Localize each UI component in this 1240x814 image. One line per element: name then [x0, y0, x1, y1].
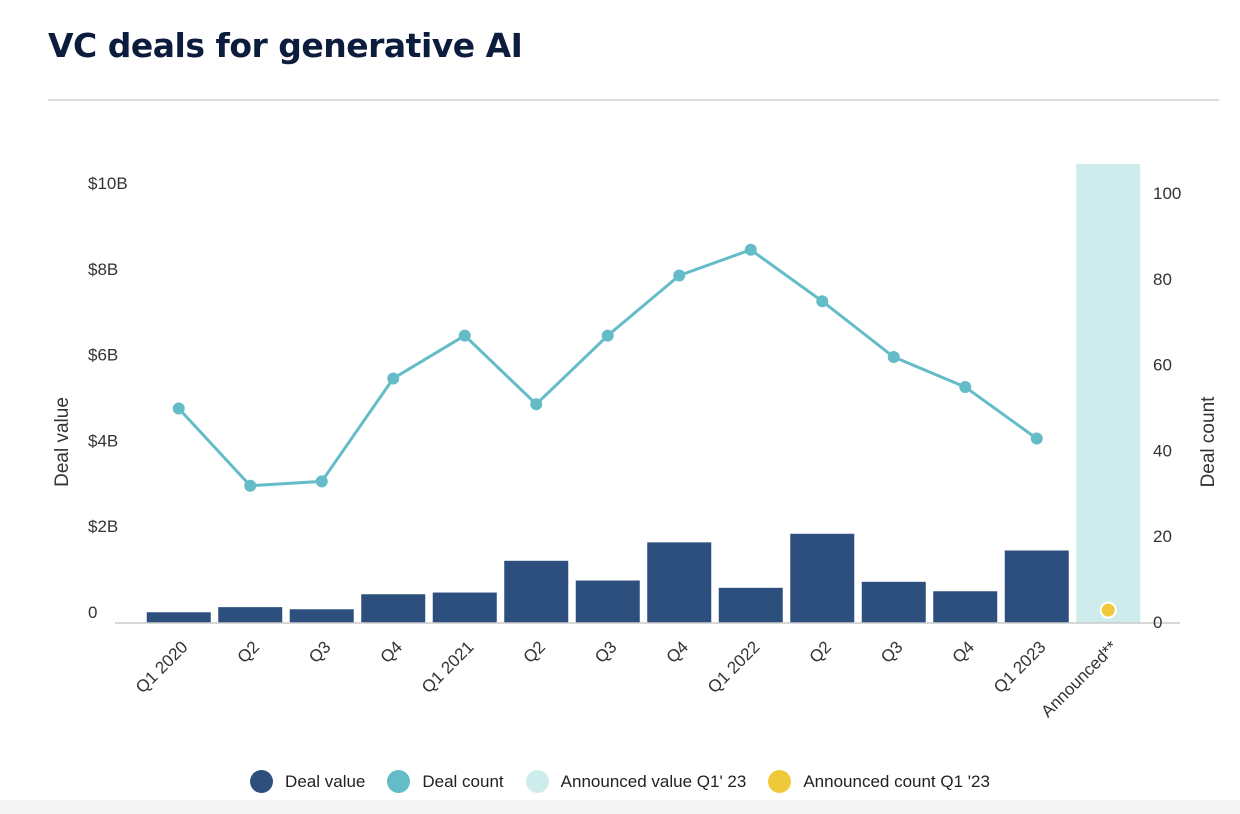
x-tick-label: Q2: [234, 637, 263, 666]
chart-title: VC deals for generative AI: [48, 26, 523, 65]
deal-value-bar: [432, 592, 497, 623]
deal-count-point: [315, 475, 328, 488]
deal-value-bar: [647, 542, 712, 623]
x-tick-label: Q3: [877, 637, 906, 666]
announced-value-bar: [1076, 163, 1141, 623]
x-tick-label: Announced**: [1037, 637, 1121, 721]
legend-item-deal-value[interactable]: Deal value: [250, 770, 365, 793]
deal-count-line: [177, 248, 1038, 488]
deal-value-bar: [361, 594, 426, 623]
x-tick-label: Q1 2020: [132, 637, 192, 697]
y-tick-label: $8B: [88, 260, 118, 279]
y-tick-label: 0: [88, 603, 97, 622]
x-tick-label: Q2: [806, 637, 835, 666]
y2-tick-label: 100: [1153, 184, 1181, 203]
announced-count-point: [1099, 601, 1117, 619]
legend-label-deal-count: Deal count: [422, 771, 504, 791]
deal-value-bar: [1004, 550, 1069, 623]
x-tick-label: Q1 2023: [990, 637, 1050, 697]
legend: Deal value Deal count Announced value Q1…: [0, 770, 1240, 793]
y-tick-label: $10B: [88, 174, 128, 193]
legend-label-deal-value: Deal value: [285, 771, 366, 791]
y2-axis-title: Deal count: [1198, 396, 1219, 488]
legend-swatch-announced-count: [768, 770, 792, 793]
deal-count-point: [601, 329, 614, 342]
y2-tick-label: 60: [1153, 356, 1172, 375]
y-tick-label: $4B: [88, 431, 118, 450]
x-tick-label: Q4: [949, 637, 978, 666]
deal-count-point: [244, 479, 257, 492]
title-divider: [48, 99, 1219, 101]
deal-count-point: [387, 372, 400, 385]
x-tick-label: Q4: [377, 637, 406, 666]
legend-swatch-deal-value: [250, 770, 274, 793]
deal-value-bar: [218, 607, 283, 623]
x-tick-label: Q1 2022: [704, 637, 764, 697]
deal-count-point: [172, 402, 185, 415]
x-tick-label: Q2: [520, 637, 549, 666]
deal-count-point: [816, 295, 829, 308]
deal-count-point: [530, 398, 543, 411]
deal-count-point: [458, 329, 471, 342]
legend-item-deal-count[interactable]: Deal count: [387, 770, 504, 793]
deal-value-bar: [933, 591, 998, 623]
legend-item-announced-value[interactable]: Announced value Q1' 23: [525, 770, 747, 793]
deal-count-point: [959, 381, 972, 394]
legend-label-announced-count: Announced count Q1 '23: [803, 771, 990, 791]
deal-count-point: [1030, 432, 1043, 445]
legend-swatch-announced-value: [525, 770, 549, 793]
deal-value-bar: [504, 560, 569, 623]
y-axis-title: Deal value: [52, 397, 73, 487]
deal-value-bar: [146, 612, 211, 623]
deal-value-bar: [718, 587, 783, 623]
deal-value-bar: [289, 609, 354, 623]
chart: 0 $2B $4B $6B $8B $10B 0 20 40 60 80 100 Deal value D…: [52, 163, 1219, 721]
y2-tick-label: 40: [1153, 441, 1172, 460]
deal-value-bar: [790, 533, 855, 623]
x-tick-label: Q3: [305, 637, 334, 666]
deal-count-point: [887, 351, 900, 364]
legend-label-announced-value: Announced value Q1' 23: [560, 771, 747, 791]
deal-count-point: [744, 243, 757, 256]
y2-tick-label: 20: [1153, 527, 1172, 546]
x-tick-label: Q1 2021: [418, 637, 478, 697]
x-tick-label: Q3: [591, 637, 620, 666]
y-tick-label: $6B: [88, 346, 118, 365]
legend-item-announced-count[interactable]: Announced count Q1 '23: [768, 770, 990, 793]
legend-swatch-deal-count: [387, 770, 411, 793]
deal-value-bar: [575, 580, 640, 623]
y2-tick-label: 80: [1153, 270, 1172, 289]
y2-tick-label: 0: [1153, 613, 1162, 632]
footer-strip: [0, 800, 1240, 814]
y-tick-label: $2B: [88, 517, 118, 536]
deal-count-point: [673, 269, 686, 282]
deal-value-bar: [861, 581, 926, 623]
x-tick-label: Q4: [663, 637, 692, 666]
